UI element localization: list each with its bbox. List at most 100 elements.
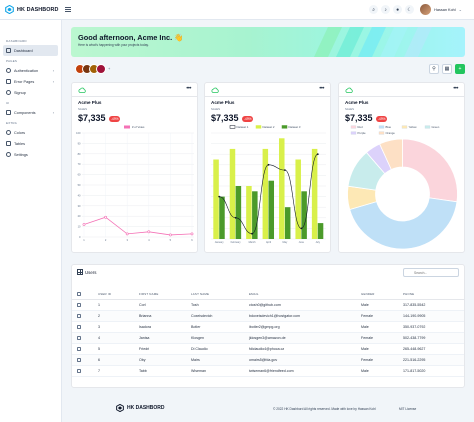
table-row[interactable]: 3 Isadora Botler ibotler2@gmpg.org Male 350-9… (72, 321, 464, 333)
menu-toggle-icon[interactable] (65, 5, 75, 15)
user-name[interactable]: Hassan Kohl (434, 7, 456, 12)
cell-user-id: 6 (98, 354, 139, 366)
brand[interactable]: HK DASHBORD (0, 5, 62, 14)
avatar[interactable] (96, 64, 106, 74)
cell-email: jklosgen3@amazon.de (249, 332, 361, 344)
add-button[interactable]: + (455, 64, 465, 74)
bar (268, 180, 275, 239)
table-row[interactable]: 6 Oby Mairs omairs5@fda.gov Female 221-516-22… (72, 354, 464, 366)
calendar-button[interactable]: ▦ (442, 64, 452, 74)
row-checkbox[interactable] (77, 313, 81, 318)
sidebar-item-tables[interactable]: Tables (3, 138, 58, 149)
table-row[interactable]: 4 Janisa Klosgen jklosgen3@amazon.de Female 5… (72, 332, 464, 344)
sidebar-item-label: Dashboard (14, 48, 33, 53)
table-title: Users (85, 269, 97, 275)
row-select-cell (72, 354, 98, 366)
legend-label: Purple (358, 131, 367, 135)
column-header-email[interactable]: EMAIL (249, 290, 361, 300)
table-icon (77, 269, 83, 275)
notification-icon[interactable]: ● (393, 5, 403, 14)
row-checkbox[interactable] (77, 357, 81, 362)
users-table: USER ID FIRST NAME LAST NAME EMAIL GENDE… (72, 290, 464, 377)
footer-license-link[interactable]: MIT License (399, 406, 417, 411)
legend-swatch (255, 125, 262, 129)
sidebar-item-components[interactable]: Components › (3, 107, 58, 118)
more-options-icon[interactable]: ••• (453, 86, 458, 92)
cell-last-name: Klosgen (191, 332, 249, 344)
filter-button[interactable]: ⚲ (429, 64, 439, 74)
column-header-phone[interactable]: PHONE (403, 290, 464, 300)
search-input[interactable] (403, 268, 459, 277)
bell-icon[interactable]: ♪ (381, 5, 391, 14)
cell-first-name: Janisa (139, 332, 191, 344)
sidebar-item-label: Tables (14, 141, 25, 146)
select-all-checkbox[interactable] (77, 292, 81, 297)
row-checkbox[interactable] (77, 324, 81, 329)
sidebar-item-signup[interactable]: Signup (3, 87, 58, 98)
card-divider (339, 96, 464, 97)
legend-label: Orange (386, 131, 396, 135)
data-point (316, 153, 319, 156)
search-icon[interactable]: ⌕ (369, 5, 379, 14)
footer-brand[interactable]: HK DASHBORD (127, 405, 165, 411)
x-tick-label: 3 (126, 238, 128, 242)
cloud-icon (78, 87, 86, 93)
cell-email: ibotler2@gmpg.org (249, 321, 361, 333)
cell-gender: Female (361, 332, 403, 344)
row-checkbox[interactable] (77, 335, 81, 340)
row-checkbox[interactable] (77, 346, 81, 351)
table-row[interactable]: 5 Friedri Di Claudio fdiclaudio4@phoca.cz Ma… (72, 343, 464, 355)
column-header-first-name[interactable]: FIRST NAME (139, 290, 191, 300)
team-avatars: + (75, 64, 110, 74)
cell-email: twiseman6@friendfeed.com (249, 365, 361, 377)
table-row[interactable]: 2 Brianna Coxeisdevich bdoxeisdevich1@hostg… (72, 310, 464, 322)
sidebar-item-dashboard[interactable]: Dashboard (3, 45, 58, 56)
cell-gender: Female (361, 310, 403, 322)
cell-phone: 350-937-0792 (403, 321, 464, 333)
legend-label: Dataset 3 (289, 125, 301, 129)
cell-email: ctosh0@github.com (249, 299, 361, 311)
sidebar-item-settings[interactable]: Settings (3, 149, 58, 160)
cell-first-name: Tabb (139, 365, 191, 377)
sidebar-item-label: Components (14, 110, 36, 115)
user-avatar[interactable] (420, 4, 432, 15)
sidebar-item-authentication[interactable]: Authentication › (3, 65, 58, 76)
add-member-button[interactable]: + (108, 66, 111, 71)
bar (213, 159, 219, 239)
sidebar-item-label: Settings (14, 152, 28, 157)
sidebar-item-colors[interactable]: Colors (3, 127, 58, 138)
cell-gender: Male (361, 365, 403, 377)
y-tick-label: 0 (79, 235, 81, 239)
x-tick-label: 1 (83, 238, 85, 242)
card-value: $7,335 (211, 113, 239, 123)
sidebar-item-error-pages[interactable]: Error Pages › (3, 76, 58, 87)
bar (235, 186, 242, 239)
column-header-user-id[interactable]: USER ID (98, 290, 139, 300)
column-header-last-name[interactable]: LAST NAME (191, 290, 249, 300)
x-tick-label: February (231, 241, 242, 244)
data-point (234, 216, 237, 219)
card-title: Acme Plus (211, 100, 235, 105)
row-checkbox[interactable] (77, 302, 81, 307)
more-options-icon[interactable]: ••• (319, 86, 324, 92)
table-row[interactable]: 7 Tabb Wiseman twiseman6@friendfeed.com Male… (72, 365, 464, 377)
row-select-cell (72, 310, 98, 322)
x-tick-label: June (299, 241, 305, 244)
series-line (83, 216, 193, 236)
legend-label: Dataset 2 (263, 125, 275, 129)
legend-swatch (401, 125, 408, 129)
chevron-down-icon[interactable]: ⌄ (458, 7, 462, 12)
table-row[interactable]: 1 Corl Tosh ctosh0@github.com Male 317-835-55… (72, 299, 464, 311)
legend-swatch (281, 125, 288, 129)
row-checkbox[interactable] (77, 368, 81, 373)
x-tick-label: May (283, 241, 288, 244)
column-header-gender[interactable]: GENDER (361, 290, 403, 300)
y-tick-label: 50 (78, 183, 81, 187)
moon-icon[interactable]: ☾ (405, 5, 415, 14)
card-title: Acme Plus (78, 100, 102, 105)
cell-last-name: Coxeisdevich (191, 310, 249, 322)
more-options-icon[interactable]: ••• (186, 86, 191, 92)
data-point (284, 169, 286, 171)
sidebar-section-pages: PAGES (6, 59, 18, 63)
x-tick-label: 2 (105, 238, 107, 242)
